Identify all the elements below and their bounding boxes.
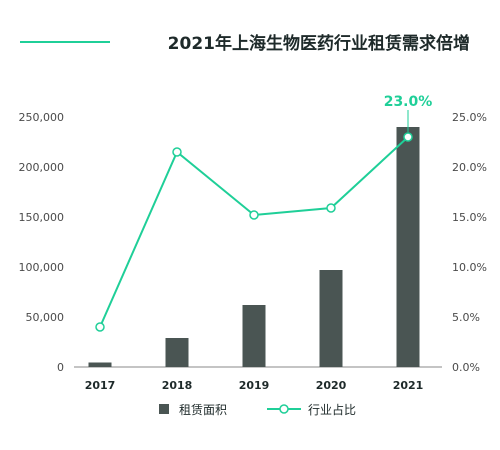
legend-label-line: 行业占比 — [308, 402, 356, 417]
y-left-tick-label: 50,000 — [26, 311, 65, 324]
chart-title: 2021年上海生物医药行业租赁需求倍增 — [168, 33, 470, 54]
line-point-2021 — [403, 132, 413, 142]
bar-2020 — [319, 270, 343, 367]
x-tick-label: 2017 — [85, 379, 116, 392]
line-point-2019 — [249, 210, 259, 220]
line-point-2017 — [95, 322, 105, 332]
y-left-tick-label: 100,000 — [19, 261, 65, 274]
y-right-tick-label: 10.0% — [452, 261, 487, 274]
legend: 租赁面积 行业占比 — [159, 402, 356, 417]
y-right-tick-label: 15.0% — [452, 211, 487, 224]
bar-2017 — [88, 362, 112, 367]
y-right-tick-label: 5.0% — [452, 311, 480, 324]
legend-label-bar: 租赁面积 — [179, 403, 227, 417]
y-right-tick-label: 25.0% — [452, 111, 487, 124]
x-tick-label: 2021 — [393, 379, 424, 392]
y-right-tick-label: 20.0% — [452, 161, 487, 174]
y-left-tick-label: 150,000 — [19, 211, 65, 224]
bar-2018 — [165, 338, 189, 367]
annotation-label: 23.0% — [384, 94, 433, 110]
x-tick-label: 2019 — [239, 379, 270, 392]
y-left-tick-label: 200,000 — [19, 161, 65, 174]
line-point-2018 — [172, 147, 182, 157]
legend-swatch-bar — [159, 404, 169, 414]
y-left-tick-label: 0 — [57, 361, 64, 374]
legend-swatch-marker — [279, 404, 289, 414]
series-line-share — [99, 136, 409, 328]
x-tick-label: 2018 — [162, 379, 193, 392]
y-right-tick-label: 0.0% — [452, 361, 480, 374]
bar-2019 — [242, 305, 266, 367]
x-tick-label: 2020 — [316, 379, 347, 392]
bar-2021 — [396, 127, 420, 367]
y-left-tick-label: 250,000 — [19, 111, 65, 124]
line-point-2020 — [326, 203, 336, 213]
